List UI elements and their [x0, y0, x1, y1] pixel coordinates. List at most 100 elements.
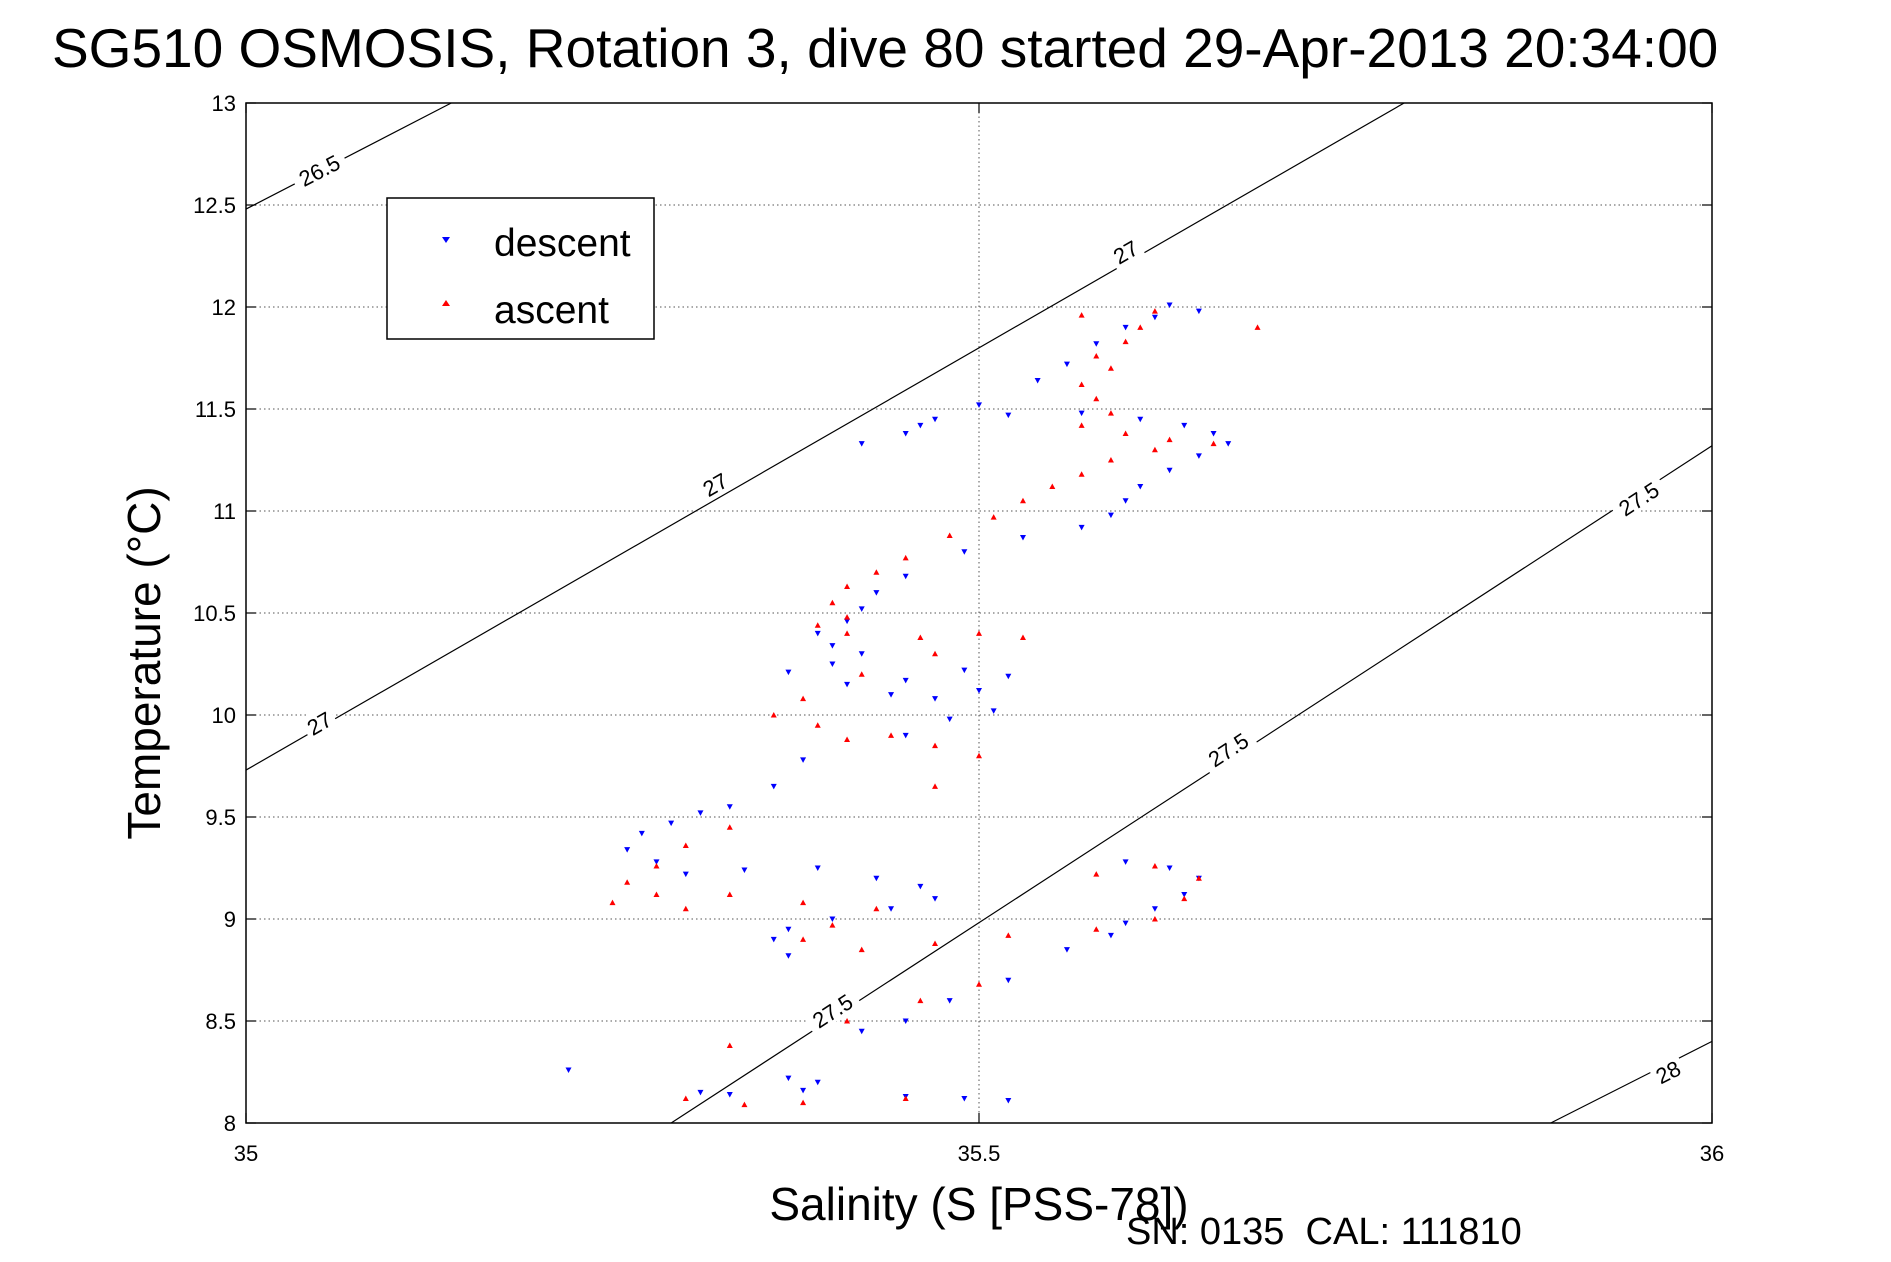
descent-point: [946, 716, 953, 723]
ascent-point: [1005, 932, 1012, 938]
descent-point: [1225, 441, 1232, 447]
ascent-point: [829, 599, 836, 606]
ascent-point: [800, 1099, 807, 1106]
descent-point: [844, 681, 851, 688]
ascent-point: [800, 695, 807, 702]
descent-point: [1005, 977, 1012, 984]
ascent-point: [829, 922, 836, 928]
ascent-point: [1166, 436, 1173, 443]
y-axis-label: Temperature (°C): [118, 486, 170, 839]
ascent-point: [1254, 324, 1261, 330]
ascent-point: [844, 1018, 851, 1024]
y-tick-label: 11: [213, 499, 236, 524]
y-tick-label: 8: [224, 1111, 236, 1136]
descent-point: [726, 1091, 733, 1098]
descent-point: [800, 757, 807, 763]
descent-point: [814, 1079, 821, 1086]
descent-point: [785, 1075, 792, 1082]
ascent-point: [844, 630, 851, 636]
descent-point: [814, 865, 821, 871]
y-tick-label: 12: [212, 295, 236, 320]
ascent-point: [1093, 395, 1100, 402]
ascent-point: [726, 1042, 733, 1048]
descent-point: [1107, 512, 1114, 519]
footer-serial-cal: SN: 0135 CAL: 111810: [1126, 1211, 1522, 1253]
descent-point: [902, 430, 909, 437]
descent-point: [917, 422, 924, 429]
ascent-point: [1093, 352, 1100, 359]
descent-point: [638, 830, 645, 837]
ascent-point: [814, 722, 821, 728]
ascent-point: [1181, 895, 1188, 902]
ascent-point: [917, 634, 924, 640]
data-points: [565, 302, 1261, 1108]
descent-point: [668, 820, 675, 827]
ascent-point: [873, 905, 880, 912]
descent-point: [565, 1067, 572, 1073]
ascent-point: [976, 752, 982, 759]
ascent-point: [1195, 875, 1202, 881]
y-tick-label: 11.5: [195, 397, 236, 422]
descent-point: [1034, 377, 1041, 384]
descent-point: [1122, 920, 1129, 927]
descent-point: [1166, 865, 1173, 871]
descent-point: [1181, 892, 1188, 898]
ascent-point: [741, 1101, 748, 1108]
ascent-point: [917, 997, 924, 1004]
ascent-point: [990, 514, 997, 520]
ascent-point: [653, 862, 660, 869]
descent-point: [858, 606, 865, 612]
contour-label-background: [298, 703, 339, 741]
ascent-point: [1078, 312, 1085, 318]
descent-point: [682, 871, 689, 878]
descent-point: [932, 416, 939, 423]
ascent-point: [902, 554, 909, 561]
ascent-point: [1122, 338, 1129, 345]
descent-point: [902, 1018, 909, 1024]
descent-point: [1063, 361, 1070, 368]
descent-point: [829, 661, 836, 667]
x-tick-label: 35: [234, 1141, 258, 1166]
legend-box: [386, 197, 655, 340]
ascent-point: [624, 879, 631, 885]
ascent-point: [932, 940, 939, 946]
descent-point: [770, 783, 777, 790]
y-tick-label: 9.5: [205, 805, 236, 830]
ascent-point: [653, 891, 660, 898]
ascent-point: [682, 905, 689, 912]
descent-point: [902, 732, 909, 739]
y-tick-label: 13: [212, 91, 236, 116]
ascent-point: [844, 583, 851, 589]
ascent-point: [1078, 422, 1085, 428]
ascent-point: [814, 622, 821, 628]
descent-point: [653, 859, 660, 865]
ascent-point: [726, 824, 733, 830]
descent-point: [1005, 1098, 1012, 1104]
descent-point: [829, 916, 836, 922]
descent-point: [697, 810, 704, 816]
descent-point: [785, 953, 792, 959]
descent-point: [1019, 535, 1026, 541]
descent-point: [624, 847, 631, 853]
descent-point: [976, 688, 982, 694]
descent-point: [697, 1089, 704, 1096]
ascent-point: [932, 783, 939, 789]
ascent-point: [1093, 926, 1100, 932]
ascent-point: [1122, 430, 1129, 436]
contour-label-background: [1197, 723, 1258, 775]
x-tick-label: 35.5: [958, 1141, 1001, 1166]
ascent-point: [902, 1095, 909, 1102]
descent-point: [1151, 314, 1158, 321]
contour-label-background: [1105, 232, 1145, 270]
ascent-point: [682, 842, 689, 849]
density-contour-line: [245, 102, 1405, 771]
descent-point: [1137, 484, 1144, 490]
descent-point: [917, 883, 924, 890]
descent-point: [1181, 422, 1188, 429]
descent-point: [961, 667, 968, 674]
ascent-point: [858, 946, 865, 953]
descent-point: [976, 402, 982, 408]
ascent-point: [932, 742, 939, 749]
descent-point: [873, 590, 880, 596]
